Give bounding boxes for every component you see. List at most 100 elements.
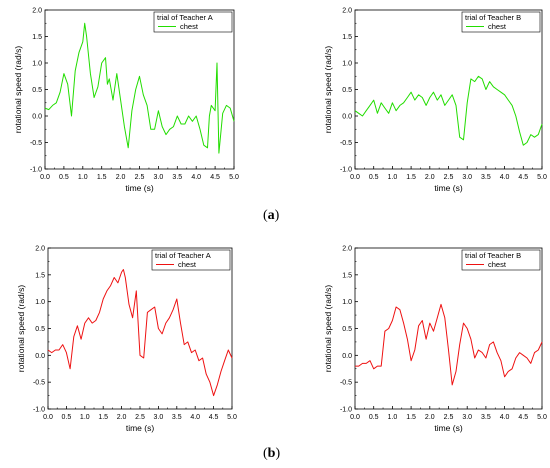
y-tick-label: 1.5 (32, 34, 42, 41)
y-tick-label: 0.5 (342, 326, 352, 333)
x-tick-label: 3.0 (462, 414, 472, 421)
x-tick-label: 2.0 (425, 174, 435, 181)
y-tick-label: 1.5 (342, 272, 352, 279)
x-tick-label: 2.0 (425, 414, 435, 421)
y-tick-label: 0.0 (342, 353, 352, 360)
x-tick-label: 3.5 (481, 414, 491, 421)
panel-label-b-text: b (267, 446, 276, 461)
y-axis-title: rotational speed (rad/s) (13, 46, 23, 134)
panel-label-a: (a) (263, 208, 280, 223)
x-tick-label: 0.5 (59, 174, 69, 181)
x-tick-label: 2.5 (444, 174, 454, 181)
x-tick-label: 1.0 (388, 174, 398, 181)
x-tick-label: 5.0 (537, 174, 547, 181)
plot-frame (354, 247, 543, 410)
y-tick-label: 2.0 (35, 246, 45, 253)
x-tick-label: 1.0 (388, 414, 398, 421)
plot-frame (354, 9, 543, 170)
y-tick-label: 1.5 (342, 34, 352, 41)
y-tick-label: 2.0 (342, 8, 352, 15)
y-tick-label: 0.0 (32, 114, 42, 121)
panel-label-b: (b) (263, 446, 281, 461)
x-tick-label: 3.0 (462, 174, 472, 181)
x-tick-label: 1.5 (406, 414, 416, 421)
legend-series-label: chest (488, 260, 507, 269)
panel-label-a-text: a (267, 208, 275, 223)
y-tick-label: -1.0 (340, 167, 352, 174)
x-tick-label: 2.5 (135, 414, 145, 421)
y-axis-title: rotational speed (rad/s) (323, 46, 333, 134)
y-tick-label: 0.5 (32, 87, 42, 94)
x-tick-label: 4.0 (190, 414, 200, 421)
chart-1: 0.0 0.5 1.0 1.5 2.0 2.5 3.0 3.5 4.0 4.5 5.0 -1.0 -0.… (13, 8, 239, 194)
legend-title: trial of Teacher A (157, 13, 213, 22)
x-tick-label: 4.0 (500, 174, 510, 181)
y-tick-label: -0.5 (340, 380, 352, 387)
x-axis-title: time (s) (125, 183, 154, 193)
series-line-chest (47, 269, 233, 397)
x-tick-label: 2.0 (117, 414, 127, 421)
x-tick-label: 0.5 (369, 414, 379, 421)
y-tick-label: -1.0 (33, 407, 45, 414)
x-tick-label: 4.5 (518, 174, 528, 181)
y-tick-label: -0.5 (33, 380, 45, 387)
x-tick-label: 0.0 (43, 414, 53, 421)
x-tick-label: 3.5 (481, 174, 491, 181)
x-tick-label: 5.0 (537, 414, 547, 421)
x-tick-label: 1.5 (98, 414, 108, 421)
y-tick-label: 2.0 (32, 8, 42, 15)
y-tick-label: 1.5 (35, 272, 45, 279)
y-tick-label: 0.0 (342, 114, 352, 121)
x-tick-label: 2.0 (116, 174, 126, 181)
x-tick-label: 0.0 (350, 414, 360, 421)
x-axis-title: time (s) (434, 183, 463, 193)
chart-2: 0.0 0.5 1.0 1.5 2.0 2.5 3.0 3.5 4.0 4.5 5.0 -1.0 -0.… (323, 8, 547, 194)
y-tick-label: -1.0 (30, 167, 42, 174)
plot-frame (47, 247, 233, 410)
y-tick-label: 0.0 (35, 353, 45, 360)
x-tick-label: 5.0 (227, 414, 237, 421)
x-tick-label: 1.0 (80, 414, 90, 421)
x-axis-title: time (s) (434, 423, 463, 433)
series-line-chest (354, 75, 543, 146)
chart-3: 0.0 0.5 1.0 1.5 2.0 2.5 3.0 3.5 4.0 4.5 5.0 -1.0 -0.… (16, 246, 237, 434)
x-tick-label: 0.0 (40, 174, 50, 181)
y-tick-label: 1.0 (35, 299, 45, 306)
x-tick-label: 5.0 (229, 174, 239, 181)
y-tick-label: 2.0 (342, 246, 352, 253)
y-axis-title: rotational speed (rad/s) (323, 285, 333, 373)
x-tick-label: 4.5 (210, 174, 220, 181)
x-tick-label: 3.5 (172, 174, 182, 181)
x-tick-label: 4.5 (209, 414, 219, 421)
legend-title: trial of Teacher B (465, 13, 521, 22)
x-tick-label: 3.0 (154, 414, 164, 421)
legend-series-label: chest (178, 260, 197, 269)
y-tick-label: 1.0 (342, 299, 352, 306)
x-tick-label: 0.5 (62, 414, 72, 421)
x-tick-label: 2.5 (444, 414, 454, 421)
x-tick-label: 1.0 (78, 174, 88, 181)
y-tick-label: -0.5 (340, 140, 352, 147)
series-line-chest (355, 303, 543, 386)
x-tick-label: 3.5 (172, 414, 182, 421)
x-tick-label: 0.5 (369, 174, 379, 181)
chart-4: 0.0 0.5 1.0 1.5 2.0 2.5 3.0 3.5 4.0 4.5 5.0 -1.0 -0.… (323, 246, 547, 434)
legend-title: trial of Teacher B (465, 251, 521, 260)
y-tick-label: 0.5 (35, 326, 45, 333)
x-tick-label: 4.5 (518, 414, 528, 421)
series-line-chest (44, 22, 235, 154)
y-tick-label: -0.5 (30, 140, 42, 147)
x-tick-label: 1.5 (406, 174, 416, 181)
y-tick-label: 1.0 (32, 61, 42, 68)
x-axis-title: time (s) (126, 423, 155, 433)
y-axis-title: rotational speed (rad/s) (16, 285, 26, 373)
y-tick-label: 0.5 (342, 87, 352, 94)
legend-title: trial of Teacher A (155, 251, 211, 260)
x-tick-label: 4.0 (191, 174, 201, 181)
x-tick-label: 4.0 (500, 414, 510, 421)
